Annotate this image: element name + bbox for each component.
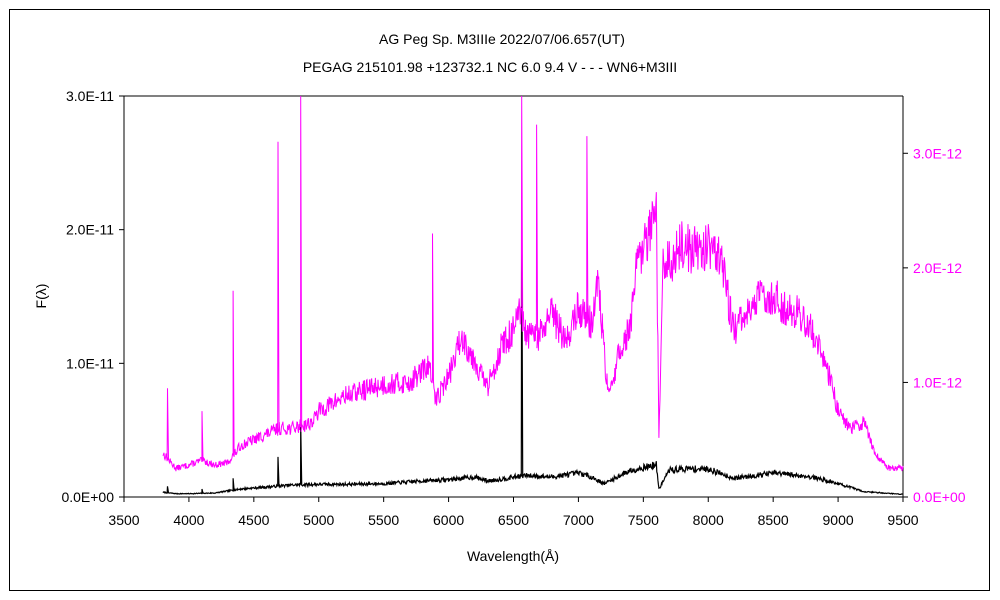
x-tick-label: 5500 — [368, 512, 399, 528]
chart-title: AG Peg Sp. M3IIIe 2022/07/06.657(UT) — [379, 31, 625, 47]
x-tick-label: 9500 — [887, 512, 918, 528]
plot-area — [123, 95, 904, 498]
y-left-tick-label: 0.0E+00 — [61, 489, 114, 505]
black-spectrum-line — [162, 196, 904, 495]
y-right-tick-label: 3.0E-12 — [913, 145, 962, 161]
x-tick-label: 6500 — [498, 512, 529, 528]
x-tick-label: 6000 — [433, 512, 464, 528]
x-tick-label: 3500 — [108, 512, 139, 528]
y-right-tick-label: 2.0E-12 — [913, 260, 962, 276]
x-tick-label: 4000 — [173, 512, 204, 528]
x-tick-label: 8500 — [758, 512, 789, 528]
y-right-ticks: 0.0E+00 1.0E-12 2.0E-12 3.0E-12 — [903, 145, 966, 505]
y-left-ticks: 0.0E+00 1.0E-11 2.0E-11 3.0E-11 — [61, 88, 124, 505]
y-axis-label: F(λ) — [33, 284, 49, 309]
x-tick-label: 4500 — [238, 512, 269, 528]
y-left-tick-label: 1.0E-11 — [66, 355, 114, 371]
y-right-tick-label: 1.0E-12 — [913, 374, 962, 390]
chart-subtitle: PEGAG 215101.98 +123732.1 NC 6.0 9.4 V -… — [303, 59, 677, 75]
x-ticks: 3500 4000 4500 5000 5500 6000 6500 7000 7500 8000… — [108, 497, 919, 528]
y-left-tick-label: 2.0E-11 — [66, 222, 114, 238]
x-tick-label: 7000 — [563, 512, 594, 528]
x-tick-label: 9000 — [823, 512, 854, 528]
y-right-tick-label: 0.0E+00 — [913, 489, 966, 505]
x-tick-label: 7500 — [628, 512, 659, 528]
x-tick-label: 5000 — [303, 512, 334, 528]
y-left-tick-label: 3.0E-11 — [66, 88, 114, 104]
chart-title-group: AG Peg Sp. M3IIIe 2022/07/06.657(UT) PEG… — [303, 31, 677, 75]
x-axis-label: Wavelength(Å) — [467, 548, 559, 564]
series-layer — [162, 95, 904, 495]
x-tick-label: 8000 — [693, 512, 724, 528]
chart-frame — [9, 9, 990, 591]
magenta-spectrum-line — [162, 95, 904, 472]
